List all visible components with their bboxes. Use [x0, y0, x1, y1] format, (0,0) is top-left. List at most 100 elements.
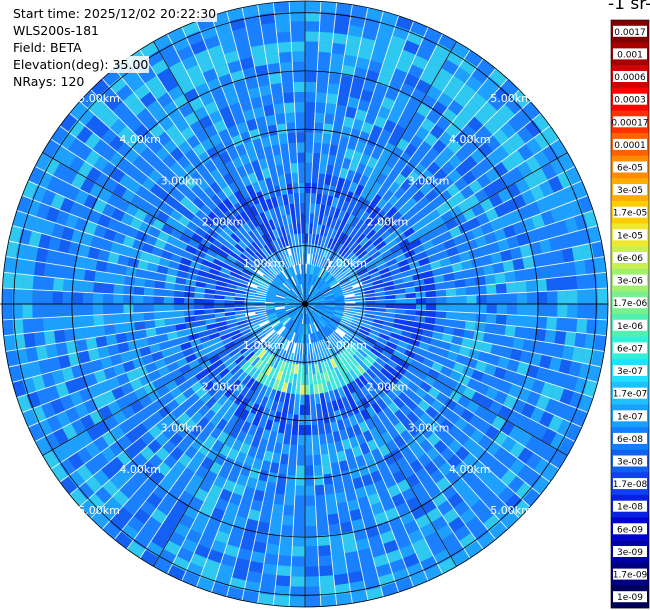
ppi-cell	[156, 264, 169, 275]
ppi-cell	[100, 462, 118, 480]
ppi-cell	[245, 337, 256, 346]
ppi-cell	[352, 366, 363, 378]
ppi-cell	[533, 440, 550, 458]
ppi-cell	[63, 328, 76, 342]
ppi-cell	[380, 271, 392, 279]
ppi-cell	[156, 500, 173, 516]
ppi-cell	[368, 379, 380, 391]
ppi-cell	[463, 491, 481, 509]
ppi-cell	[292, 71, 305, 83]
ppi-cell	[290, 566, 305, 577]
ppi-cell	[505, 96, 523, 115]
ppi-cell	[5, 241, 19, 259]
ppi-cell	[294, 264, 299, 275]
ppi-cell	[396, 115, 411, 130]
ray-line	[21, 317, 269, 414]
ppi-cell	[179, 233, 192, 245]
ppi-cell	[558, 152, 575, 171]
ppi-cell	[239, 275, 250, 283]
ray-line	[21, 194, 269, 291]
ppi-cell	[477, 157, 493, 174]
ppi-cell	[354, 454, 367, 468]
ppi-cell	[269, 253, 278, 264]
ppi-cell	[252, 254, 263, 264]
ppi-cell	[480, 372, 494, 387]
ppi-cell	[554, 262, 567, 278]
ppi-cell	[315, 494, 327, 506]
ppi-cell	[71, 172, 87, 190]
ppi-cell	[308, 274, 312, 285]
ppi-cell	[368, 217, 380, 229]
ppi-cell	[210, 539, 227, 554]
ray-line	[335, 328, 541, 496]
ppi-cell	[355, 364, 366, 375]
ppi-cell	[405, 292, 416, 299]
ppi-cell	[311, 254, 316, 265]
ppi-cell	[319, 340, 326, 352]
ppi-cell	[333, 230, 342, 241]
colorbar-tick-bg	[613, 71, 647, 82]
ppi-cell	[382, 418, 394, 432]
ppi-cell	[281, 153, 291, 165]
ppi-cell	[280, 371, 287, 382]
ppi-cell	[341, 64, 356, 77]
ppi-cell	[283, 361, 290, 373]
ppi-cell	[183, 176, 197, 190]
ppi-cell	[245, 476, 258, 490]
ppi-cell	[359, 89, 374, 103]
ppi-cell	[282, 504, 295, 516]
ppi-cell	[237, 547, 253, 561]
ppi-cell	[211, 238, 224, 249]
ray-line	[333, 100, 531, 278]
ppi-cell	[411, 481, 426, 497]
ppi-cell	[542, 445, 559, 464]
ppi-cell	[74, 327, 86, 341]
ppi-cell	[290, 265, 296, 276]
ppi-cell	[331, 471, 343, 484]
ppi-cell	[201, 258, 213, 268]
ppi-cell	[392, 568, 410, 583]
ppi-cell	[336, 94, 350, 107]
ppi-cell	[68, 470, 86, 489]
ppi-cell	[156, 333, 169, 344]
ppi-cell	[501, 511, 520, 530]
ppi-cell	[275, 21, 291, 33]
ppi-cell	[536, 316, 548, 330]
colorbar-tick-label: 0.00017	[611, 118, 648, 128]
ppi-cell	[397, 391, 411, 404]
ppi-cell	[85, 114, 103, 133]
ppi-cell	[284, 280, 293, 289]
ppi-cell	[305, 314, 308, 325]
ppi-cell	[360, 409, 371, 421]
ppi-cell	[283, 329, 290, 339]
ppi-cell	[354, 412, 365, 424]
ppi-cell	[117, 434, 133, 451]
ppi-cell	[524, 327, 536, 341]
ppi-cell	[483, 76, 501, 94]
ppi-cell	[489, 521, 508, 540]
ppi-cell	[403, 73, 420, 88]
ppi-cell	[199, 204, 213, 217]
ppi-cell	[167, 565, 186, 581]
ppi-cell	[281, 316, 290, 325]
ppi-cell	[240, 236, 251, 247]
ppi-cell	[372, 221, 384, 233]
ppi-cell	[296, 313, 302, 323]
ppi-cell	[217, 394, 229, 406]
ppi-cell	[491, 415, 507, 431]
colorbar-tick-label: 1.7e-07	[613, 390, 648, 400]
ppi-cell	[515, 315, 527, 328]
ppi-cell	[222, 479, 237, 493]
ppi-cell	[506, 182, 521, 199]
ppi-cell	[295, 112, 305, 123]
ppi-cell	[194, 286, 206, 294]
ppi-cell	[317, 61, 331, 73]
ppi-cell	[399, 375, 412, 387]
ppi-cell	[268, 377, 276, 389]
ppi-cell	[594, 256, 607, 274]
ppi-cell	[179, 195, 193, 209]
ppi-cell	[305, 364, 309, 375]
ppi-cell	[278, 313, 288, 320]
ppi-cell	[435, 392, 449, 405]
ppi-cell	[162, 491, 179, 508]
